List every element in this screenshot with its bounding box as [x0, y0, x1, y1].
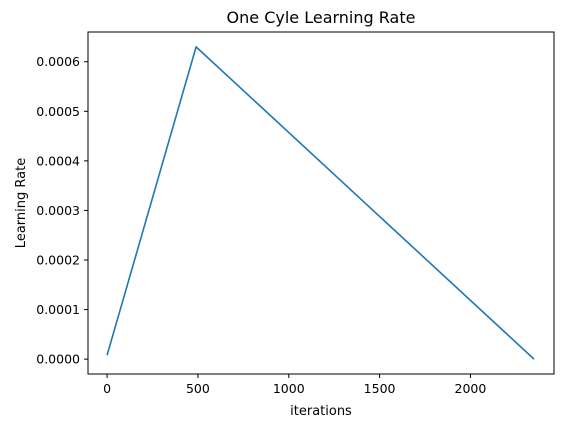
- y-tick-label: 0.0001: [36, 302, 80, 317]
- chart-title: One Cyle Learning Rate: [227, 8, 416, 27]
- y-tick-label: 0.0000: [36, 352, 80, 367]
- x-tick-label: 2000: [455, 381, 487, 396]
- y-tick-label: 0.0002: [36, 253, 80, 268]
- y-tick-label: 0.0006: [36, 54, 80, 69]
- plot-frame: [87, 31, 555, 375]
- y-tick-label: 0.0004: [36, 153, 80, 168]
- y-tick-label: 0.0005: [36, 104, 80, 119]
- y-tick-label: 0.0003: [36, 203, 80, 218]
- y-axis-label: Learning Rate: [14, 158, 29, 248]
- x-axis-label: iterations: [290, 404, 352, 419]
- x-tick-label: 0: [103, 381, 111, 396]
- x-tick-label: 500: [186, 381, 210, 396]
- x-tick-label: 1500: [364, 381, 396, 396]
- learning-rate-line: [106, 46, 535, 360]
- series-group: [106, 46, 535, 360]
- x-tick-label: 1000: [273, 381, 305, 396]
- x-axis-ticks: 0 500 1000 1500 2000: [103, 374, 486, 396]
- y-axis-ticks: 0.0000 0.0001 0.0002 0.0003 0.0004 0.0005 0.00…: [36, 54, 88, 367]
